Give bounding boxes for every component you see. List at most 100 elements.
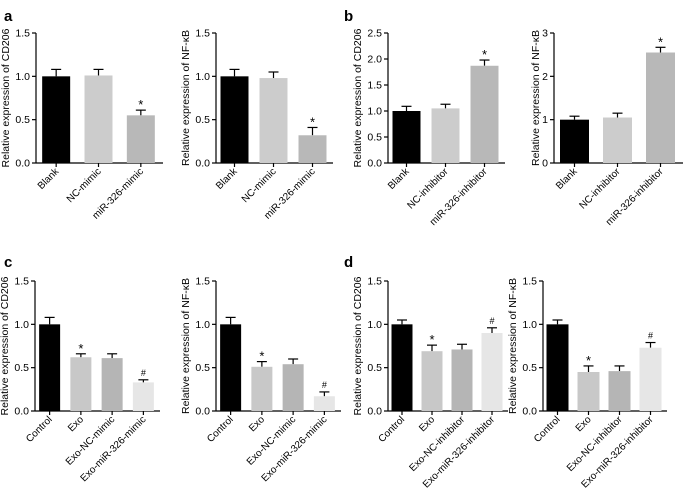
bar-control	[220, 324, 242, 411]
y-tick-label: 1.5	[195, 276, 210, 288]
y-tick-label: 2.5	[367, 28, 382, 40]
y-tick-label: 0.0	[15, 158, 30, 170]
y-tick-label: 1.0	[522, 319, 537, 331]
y-tick-label: 0	[542, 158, 548, 170]
y-tick-label: 0.5	[195, 114, 210, 126]
bar-mir-326-mimic	[126, 115, 155, 163]
y-axis-label: Relative expression of NF-κB	[180, 30, 192, 166]
panel-label: c	[4, 254, 12, 271]
y-axis-label: Relative expression of NF-κB	[180, 278, 192, 414]
y-tick-label: 2	[542, 71, 548, 83]
bar-nc-mimic	[259, 78, 288, 163]
bar-exo-mir-326-mimic	[132, 382, 154, 411]
significance-mark: #	[322, 380, 327, 390]
y-tick-label: 0.5	[15, 114, 30, 126]
significance-mark: *	[482, 47, 487, 62]
y-tick-label: 0.0	[195, 158, 210, 170]
bar-nc-inhibitor	[603, 117, 632, 163]
significance-mark: *	[310, 114, 315, 129]
x-tick-label: Control	[205, 414, 236, 445]
y-tick-label: 1.5	[15, 28, 30, 40]
x-tick-label: Control	[24, 414, 55, 445]
bar-exo-mir-326-inhibitor	[639, 347, 662, 411]
y-tick-label: 1.5	[522, 276, 537, 288]
y-tick-label: 1.0	[14, 319, 29, 331]
bar-control	[39, 324, 61, 411]
y-tick-label: 1.5	[14, 276, 29, 288]
significance-mark: #	[648, 331, 653, 341]
panel-label: a	[4, 8, 13, 25]
y-tick-label: 0.5	[367, 362, 382, 374]
x-tick-label: Control	[532, 414, 563, 445]
bar-blank	[392, 111, 421, 163]
x-tick-label: Exo	[247, 414, 267, 434]
y-tick-label: 0.5	[195, 362, 210, 374]
x-tick-label: Control	[377, 414, 408, 445]
bar-blank	[42, 76, 71, 163]
bar-blank	[560, 119, 589, 163]
y-tick-label: 0.0	[195, 406, 210, 418]
y-axis-label: Relative expression of CD206	[0, 276, 11, 415]
bar-exo-nc-inhibitor	[451, 349, 473, 411]
y-tick-label: 1.5	[367, 276, 382, 288]
significance-mark: *	[78, 341, 83, 356]
y-tick-label: 0.5	[367, 132, 382, 144]
panel-label: d	[344, 254, 353, 271]
bar-exo-nc-mimic	[282, 364, 304, 411]
y-tick-label: 1.0	[367, 106, 382, 118]
y-tick-label: 0.0	[367, 158, 382, 170]
y-tick-label: 0.5	[522, 362, 537, 374]
significance-mark: *	[259, 349, 264, 364]
y-tick-label: 0.0	[367, 406, 382, 418]
y-axis-label: Relative expression of CD206	[352, 28, 364, 167]
bar-mir-326-inhibitor	[646, 52, 675, 163]
x-tick-label: Blank	[386, 166, 412, 192]
x-tick-label: Blank	[214, 166, 240, 192]
bar-exo	[577, 372, 600, 411]
y-axis-label: Relative expression of CD206	[352, 276, 364, 415]
panel-label: b	[344, 8, 353, 25]
bar-control	[546, 324, 569, 411]
y-tick-label: 1.5	[367, 80, 382, 92]
y-tick-label: 0.0	[14, 406, 29, 418]
x-tick-label: Exo-NC-inhibitor	[565, 414, 625, 474]
x-tick-label: Blank	[554, 166, 580, 192]
y-tick-label: 1.0	[195, 71, 210, 83]
bar-exo	[251, 366, 273, 411]
y-axis-label: Relative expression of NF-κB	[507, 278, 519, 414]
x-tick-label: Exo	[66, 414, 86, 434]
x-tick-label: Exo	[574, 414, 594, 434]
y-tick-label: 1	[542, 114, 548, 126]
x-tick-label: NC-mimic	[65, 166, 104, 205]
bar-mir-326-inhibitor	[470, 65, 499, 163]
bar-exo-nc-inhibitor	[608, 371, 631, 411]
bar-exo	[70, 357, 92, 411]
x-tick-label: Exo	[417, 414, 437, 434]
y-tick-label: 3	[542, 28, 548, 40]
x-tick-label: NC-mimic	[240, 166, 279, 205]
bar-exo-mir-326-inhibitor	[481, 333, 503, 411]
bar-mir-326-mimic	[298, 135, 327, 163]
y-tick-label: 2.0	[367, 54, 382, 66]
y-tick-label: 1.5	[195, 28, 210, 40]
significance-mark: #	[489, 316, 494, 326]
bar-exo-mir-326-mimic	[313, 396, 335, 411]
bar-exo	[421, 351, 443, 411]
significance-mark: #	[141, 368, 146, 378]
y-tick-label: 1.0	[15, 71, 30, 83]
significance-mark: *	[586, 353, 591, 368]
bar-exo-nc-mimic	[101, 358, 123, 411]
y-tick-label: 1.0	[195, 319, 210, 331]
y-tick-label: 0.0	[522, 406, 537, 418]
significance-mark: *	[429, 332, 434, 347]
bar-nc-mimic	[84, 75, 113, 163]
